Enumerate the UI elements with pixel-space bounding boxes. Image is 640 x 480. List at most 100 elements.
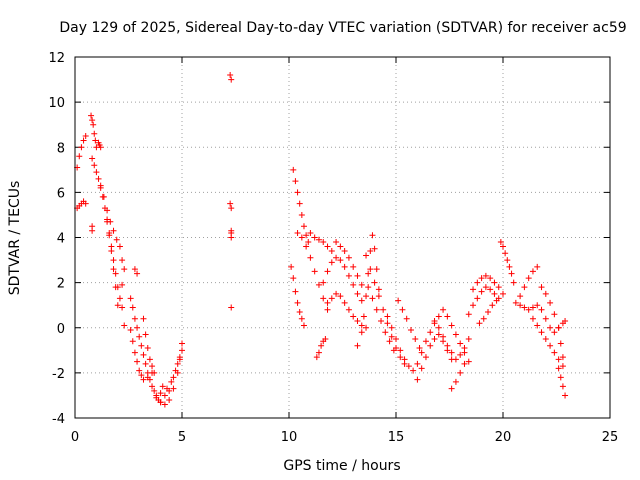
data-point (510, 279, 517, 286)
data-point (292, 288, 299, 295)
data-point (551, 349, 558, 356)
data-point (440, 333, 447, 340)
data-point (476, 320, 483, 327)
data-point (529, 315, 536, 322)
data-point (559, 363, 566, 370)
data-point (149, 383, 156, 390)
series-arc-d (95, 139, 104, 151)
data-point (345, 272, 352, 279)
data-point (227, 72, 234, 79)
data-point (412, 336, 419, 343)
data-point (538, 329, 545, 336)
series-arc-q (227, 72, 235, 83)
data-point (489, 302, 496, 309)
data-point (104, 207, 111, 214)
data-point (315, 236, 322, 243)
data-point (333, 290, 340, 297)
data-point (179, 347, 185, 354)
data-point (478, 288, 485, 295)
data-point (422, 354, 429, 361)
data-point (114, 302, 121, 309)
data-point (320, 239, 327, 246)
y-axis-label: SDTVAR / TECUs (7, 181, 23, 296)
data-point (542, 315, 549, 322)
data-point (371, 279, 378, 286)
data-point (89, 155, 96, 162)
data-point (142, 360, 149, 367)
data-point (136, 367, 143, 374)
x-tick-label: 15 (388, 430, 405, 445)
data-point (397, 354, 404, 361)
data-point (414, 376, 421, 383)
data-point (97, 182, 104, 189)
data-point (337, 293, 344, 300)
data-point (290, 275, 297, 282)
data-point (562, 392, 569, 399)
data-point (164, 385, 171, 392)
data-point (375, 286, 382, 293)
data-point (290, 166, 297, 173)
series-arc-t (290, 166, 312, 246)
data-point (345, 254, 352, 261)
data-point (89, 117, 96, 124)
data-point (106, 229, 113, 236)
data-point (410, 367, 417, 374)
data-point (324, 306, 331, 313)
data-point (153, 394, 160, 401)
data-point (557, 374, 564, 381)
data-point (108, 243, 115, 250)
data-point (373, 306, 380, 313)
data-point (176, 354, 183, 361)
data-point (305, 239, 312, 246)
data-point (350, 281, 357, 288)
data-point (465, 311, 472, 318)
data-point (294, 229, 301, 236)
data-point (294, 189, 301, 196)
data-point (390, 347, 397, 354)
data-point (521, 284, 528, 291)
series-arc-ae (384, 313, 442, 374)
data-point (378, 317, 385, 324)
data-point (427, 342, 434, 349)
data-point (365, 270, 372, 277)
x-axis-label: GPS time / hours (283, 458, 400, 474)
data-point (116, 243, 123, 250)
data-point (559, 383, 566, 390)
data-point (354, 342, 361, 349)
data-point (88, 112, 95, 119)
data-point (333, 239, 340, 246)
data-point (140, 376, 147, 383)
data-point (129, 304, 136, 311)
data-point (384, 313, 391, 320)
series-arc-p (159, 354, 183, 392)
data-point (138, 342, 145, 349)
data-point (491, 279, 498, 286)
data-point (431, 317, 438, 324)
data-point (345, 306, 352, 313)
data-point (134, 358, 141, 365)
data-point (502, 250, 509, 257)
data-point (542, 336, 549, 343)
series-arc-ao (512, 263, 541, 306)
data-point (146, 356, 153, 363)
data-point (487, 286, 494, 293)
data-point (315, 349, 322, 356)
data-point (444, 342, 451, 349)
series-arc-z (324, 290, 370, 331)
series-arc-x (313, 336, 329, 361)
data-point (418, 365, 425, 372)
data-point (307, 229, 314, 236)
series-arc-af (395, 297, 423, 352)
data-point (307, 254, 314, 261)
series-arc-ah (431, 317, 472, 363)
data-point (110, 257, 117, 264)
data-point (114, 284, 121, 291)
data-point (482, 272, 489, 279)
y-tick-label: 8 (57, 141, 65, 156)
data-point (119, 257, 126, 264)
series-arc-m (140, 315, 158, 376)
data-point (367, 266, 374, 273)
series-arc-aq (529, 315, 566, 370)
data-point (76, 153, 83, 160)
data-point (92, 137, 99, 144)
